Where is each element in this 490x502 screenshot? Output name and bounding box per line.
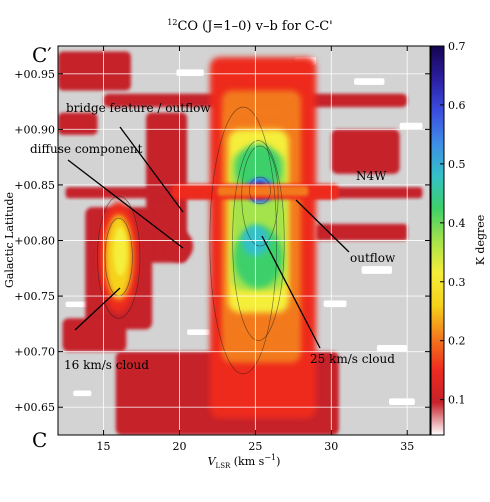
colorbar-tick-label-2: 0.3 — [448, 276, 466, 289]
colorbar-tick-label-5: 0.6 — [448, 99, 466, 112]
noise-patch-10 — [65, 301, 89, 308]
noise-patch-5 — [389, 398, 415, 405]
cloud16-green — [113, 227, 128, 277]
y-tick-label-6: +00.95 — [14, 68, 55, 81]
annotation-16kms-cloud: 16 km/s cloud — [64, 358, 149, 372]
x-tick-label-3: 30 — [324, 440, 338, 453]
noise-patch-6 — [323, 300, 347, 308]
x-axis-title-base: V — [208, 455, 217, 468]
annotation-bridge-feature: bridge feature / outflow — [66, 101, 211, 115]
noise-patch-14 — [187, 329, 210, 335]
annotation-arrow-bridge — [119, 126, 184, 213]
colorbar-tick-label-4: 0.5 — [448, 158, 466, 171]
x-axis-title: VLSR (km s−1) — [208, 453, 281, 470]
colorbar-gradient — [430, 45, 445, 436]
y-tick-label-3: +00.80 — [14, 235, 55, 248]
chart-title: 12CO (J=1–0) v–b for C-C' — [167, 18, 333, 34]
annotation-n4w: N4W — [356, 169, 387, 183]
annotation-25kms-cloud: 25 km/s cloud — [310, 352, 395, 366]
outflow-arm-yellow — [217, 186, 309, 197]
x-tick-label-2: 25 — [248, 440, 262, 453]
y-tick-label-4: +00.85 — [14, 179, 55, 192]
colorbar: 0.1 0.2 0.3 0.4 0.5 0.6 0.7 K degree — [430, 40, 487, 436]
x-axis-title-sub: LSR — [216, 462, 231, 470]
lowlevel-right-strip — [316, 223, 408, 241]
y-tick-label-1: +00.70 — [14, 346, 55, 359]
noise-patch-7 — [361, 266, 393, 274]
noise-patch-3 — [354, 78, 385, 85]
colorbar-title: K degree — [474, 215, 487, 266]
x-axis-title-unit-close: ) — [276, 455, 280, 468]
end-label-bottom: C — [32, 428, 47, 452]
lowlevel-right-wing — [331, 129, 400, 174]
lowlevel-lower-left — [62, 318, 127, 352]
y-tick-label-0: +00.65 — [14, 401, 55, 414]
x-axis-title-unit-sup: −1 — [264, 453, 276, 462]
annotation-arrow-16kms — [74, 287, 121, 331]
annotation-arrow-25kms — [261, 235, 321, 349]
annotation-diffuse-component: diffuse component — [30, 142, 143, 156]
contour-line-2 — [241, 145, 279, 247]
colorbar-tick-label-6: 0.7 — [448, 40, 466, 53]
x-tick-label-1: 20 — [172, 440, 186, 453]
end-label-top: C′ — [32, 43, 52, 67]
x-tick-label-4: 35 — [400, 440, 414, 453]
title-main: CO (J=1–0) v–b for C-C' — [177, 19, 332, 34]
colorbar-tick-label-0: 0.1 — [448, 394, 466, 407]
noise-patch-1 — [176, 69, 204, 77]
annotation-arrow-diffuse — [67, 159, 184, 249]
annotation-outflow: outflow — [350, 251, 396, 265]
grid-lines — [58, 46, 430, 435]
colorbar-tick-label-3: 0.4 — [448, 217, 466, 230]
plot-area: 15 20 25 30 35 +00.65 +00.70 +00.75 +00.80 +00.85… — [14, 45, 431, 453]
title-superscript: 12 — [167, 18, 177, 27]
noise-patch-4 — [73, 390, 92, 397]
colorbar-ticks: 0.1 0.2 0.3 0.4 0.5 0.6 0.7 — [440, 40, 466, 407]
y-tick-label-5: +00.90 — [14, 123, 55, 136]
annotation-arrow-outflow — [295, 199, 350, 253]
colorbar-tick-label-1: 0.2 — [448, 335, 466, 348]
annotations: bridge feature / outflow diffuse compone… — [30, 101, 396, 372]
emission-map — [58, 51, 423, 435]
noise-patch-12 — [399, 122, 423, 130]
contour-line-5 — [248, 176, 271, 205]
y-axis-title: Galactic Latitude — [3, 192, 16, 288]
noise-patch-11 — [376, 344, 408, 352]
x-tick-label-0: 15 — [97, 440, 111, 453]
lowlevel-band-upper-left — [58, 51, 131, 91]
y-tick-label-2: +00.75 — [14, 290, 55, 303]
x-axis-title-unit: (km s — [230, 455, 264, 468]
lowlevel-band-left-mid — [58, 112, 98, 135]
axis-ticks: 15 20 25 30 35 +00.65 +00.70 +00.75 +00.80 +00.85… — [14, 46, 430, 453]
contour-line-3 — [97, 195, 141, 319]
